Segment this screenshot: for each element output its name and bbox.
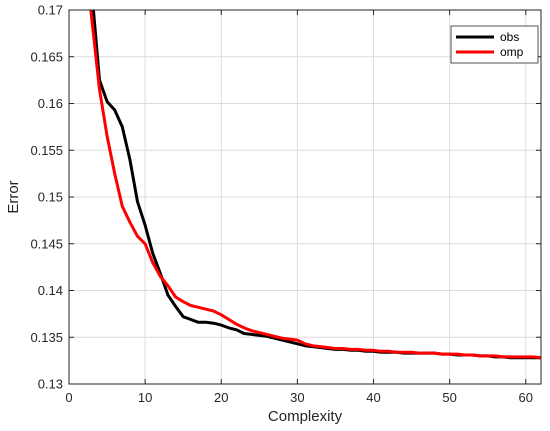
y-tick-label: 0.145 [30,236,63,251]
grid [69,10,541,384]
y-tick-label: 0.165 [30,49,63,64]
legend-label-obs: obs [500,30,519,44]
x-tick-label: 20 [214,390,228,405]
legend-box [450,25,539,64]
y-axis-ticks: 0.13 0.135 0.14 0.145 0.15 0.155 0.16 0.165 0.17 [30,3,541,392]
y-tick-label: 0.16 [38,96,63,111]
y-tick-label: 0.15 [38,190,63,205]
x-tick-label: 60 [519,390,533,405]
series-line-omp [89,10,541,360]
y-tick-label: 0.13 [38,377,63,392]
legend: obs omp [450,25,539,64]
x-tick-label: 0 [65,390,72,405]
x-tick-label: 30 [290,390,304,405]
series-layer [89,10,541,360]
y-axis-title: Error [5,180,22,213]
x-tick-label: 50 [442,390,456,405]
x-axis-title: Complexity [268,408,343,425]
x-tick-label: 40 [366,390,380,405]
x-tick-label: 10 [138,390,152,405]
legend-label-omp: omp [500,45,524,59]
y-tick-label: 0.135 [30,330,63,345]
y-tick-label: 0.14 [38,283,63,298]
y-tick-label: 0.17 [38,3,63,18]
x-axis-ticks: 0 10 20 30 40 50 60 [65,10,533,405]
y-tick-label: 0.155 [30,143,63,158]
